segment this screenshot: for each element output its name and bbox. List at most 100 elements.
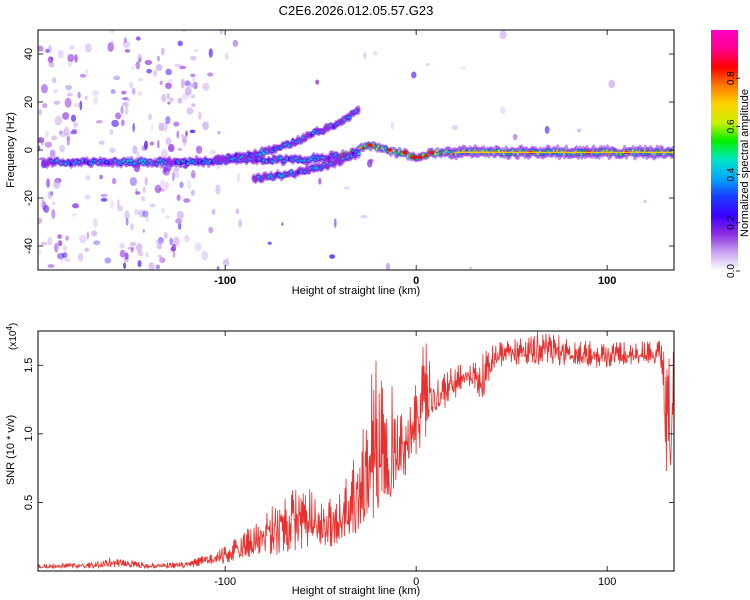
heatmap-cell bbox=[142, 185, 146, 194]
heatmap-cell bbox=[225, 257, 230, 261]
heatmap-cell bbox=[138, 209, 146, 218]
heatmap-cell bbox=[411, 71, 417, 79]
heatmap-cell bbox=[191, 169, 196, 179]
heatmap-cell bbox=[190, 173, 197, 180]
heatmap-cell bbox=[217, 130, 221, 135]
heatmap-cell bbox=[158, 188, 165, 192]
colorbar-bar bbox=[711, 30, 738, 271]
spectrogram-ticks: -100 0 100 -40 -20 0 20 40 bbox=[23, 30, 674, 287]
heatmap-cell bbox=[79, 234, 87, 244]
heatmap-cell bbox=[146, 68, 152, 74]
heatmap-cell bbox=[124, 211, 130, 220]
y-tick-label: 1.5 bbox=[23, 358, 35, 373]
snr-multiplier-base: (x10 bbox=[8, 330, 19, 350]
snr-multiplier: (x104) bbox=[5, 323, 19, 350]
heatmap-cell bbox=[608, 79, 616, 89]
x-tick-label: 0 bbox=[413, 275, 419, 287]
heatmap-cell bbox=[190, 189, 195, 196]
heatmap-cell bbox=[40, 241, 48, 246]
heatmap-cell bbox=[131, 66, 135, 70]
heatmap-cell bbox=[48, 44, 52, 54]
heatmap-cell bbox=[356, 107, 360, 113]
y-tick-label: 40 bbox=[23, 48, 35, 60]
heatmap-cell bbox=[120, 105, 124, 115]
heatmap-cell bbox=[47, 236, 53, 246]
heatmap-cell bbox=[158, 254, 163, 258]
heatmap-cell bbox=[73, 102, 81, 108]
page-title: C2E6.2026.012.05.57.G23 bbox=[279, 3, 434, 18]
heatmap-cell bbox=[38, 217, 43, 224]
heatmap-cell bbox=[60, 256, 64, 263]
heatmap-cell bbox=[184, 234, 190, 243]
heatmap-cell bbox=[348, 115, 352, 119]
heatmap-cell bbox=[59, 130, 67, 138]
heatmap-cell bbox=[38, 45, 44, 52]
snr-ticks: -100 0 100 0.5 1.0 1.5 bbox=[23, 331, 674, 588]
heatmap-cell bbox=[74, 54, 78, 63]
heatmap-cell bbox=[343, 186, 351, 190]
heatmap-cell bbox=[85, 68, 89, 76]
heatmap-cell bbox=[158, 237, 164, 242]
heatmap-cell bbox=[85, 175, 91, 181]
heatmap-cell bbox=[186, 107, 194, 115]
heatmap-cell bbox=[172, 171, 175, 182]
heatmap-cell bbox=[46, 178, 50, 188]
heatmap-cell bbox=[119, 242, 126, 249]
heatmap-cell bbox=[172, 172, 180, 178]
heatmap-cell bbox=[163, 231, 168, 240]
heatmap-cell bbox=[53, 243, 59, 253]
heatmap-cell bbox=[173, 167, 180, 173]
heatmap-cell bbox=[47, 191, 53, 200]
heatmap-cell bbox=[165, 115, 171, 125]
heatmap-cell bbox=[117, 198, 120, 208]
heatmap-cell bbox=[131, 87, 136, 95]
heatmap-cell bbox=[411, 155, 417, 159]
heatmap-cell bbox=[110, 40, 114, 44]
heatmap-cell bbox=[73, 122, 78, 128]
heatmap-cell bbox=[143, 140, 148, 150]
heatmap-cell bbox=[177, 147, 183, 152]
heatmap-cell bbox=[176, 193, 182, 200]
heatmap-cell bbox=[238, 219, 242, 228]
heatmap-cell bbox=[577, 128, 582, 133]
heatmap-cell bbox=[165, 82, 172, 90]
heatmap-cell bbox=[54, 115, 63, 126]
heatmap-cell bbox=[460, 66, 467, 70]
heatmap-cell bbox=[182, 30, 187, 33]
heatmap-cell bbox=[167, 79, 173, 83]
heatmap-cell bbox=[48, 61, 55, 68]
heatmap-cell bbox=[119, 249, 126, 258]
heatmap-cell bbox=[162, 167, 170, 176]
heatmap-cell bbox=[53, 178, 61, 189]
heatmap-cell bbox=[186, 179, 192, 190]
heatmap-cell bbox=[51, 208, 56, 219]
heatmap-cell bbox=[194, 242, 202, 252]
heatmap-cell bbox=[185, 86, 192, 96]
heatmap-cell bbox=[142, 228, 145, 233]
heatmap-cell bbox=[159, 257, 166, 264]
heatmap-cell bbox=[49, 149, 55, 158]
heatmap-cell bbox=[236, 172, 241, 183]
heatmap-cell bbox=[208, 48, 213, 58]
colorbar-tick-label: 0.0 bbox=[726, 264, 737, 278]
heatmap-cell bbox=[42, 103, 48, 109]
heatmap-cell bbox=[120, 119, 125, 127]
heatmap-cell bbox=[40, 199, 45, 208]
heatmap-cell bbox=[53, 100, 61, 105]
heatmap-cell bbox=[40, 84, 48, 94]
heatmap-cell bbox=[512, 133, 518, 141]
heatmap-cell bbox=[216, 165, 221, 169]
heatmap-cell bbox=[145, 251, 149, 258]
heatmap-cell bbox=[157, 236, 165, 244]
heatmap-cell bbox=[129, 176, 137, 186]
heatmap-cell bbox=[53, 89, 58, 93]
heatmap-cell bbox=[109, 200, 115, 210]
heatmap-cell bbox=[77, 252, 84, 262]
heatmap-cell bbox=[59, 145, 65, 153]
heatmap-cell bbox=[62, 112, 70, 120]
heatmap-cell bbox=[50, 57, 54, 61]
heatmap-cell bbox=[38, 108, 42, 116]
heatmap-cell bbox=[99, 174, 103, 180]
heatmap-cell bbox=[95, 119, 103, 124]
